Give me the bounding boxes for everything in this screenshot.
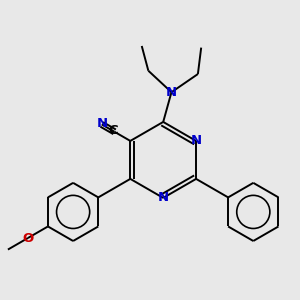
Text: N: N [190,134,202,147]
Text: N: N [97,117,108,130]
Text: C: C [108,124,118,137]
Text: O: O [22,232,34,244]
Text: N: N [158,191,169,204]
Text: N: N [166,86,177,99]
